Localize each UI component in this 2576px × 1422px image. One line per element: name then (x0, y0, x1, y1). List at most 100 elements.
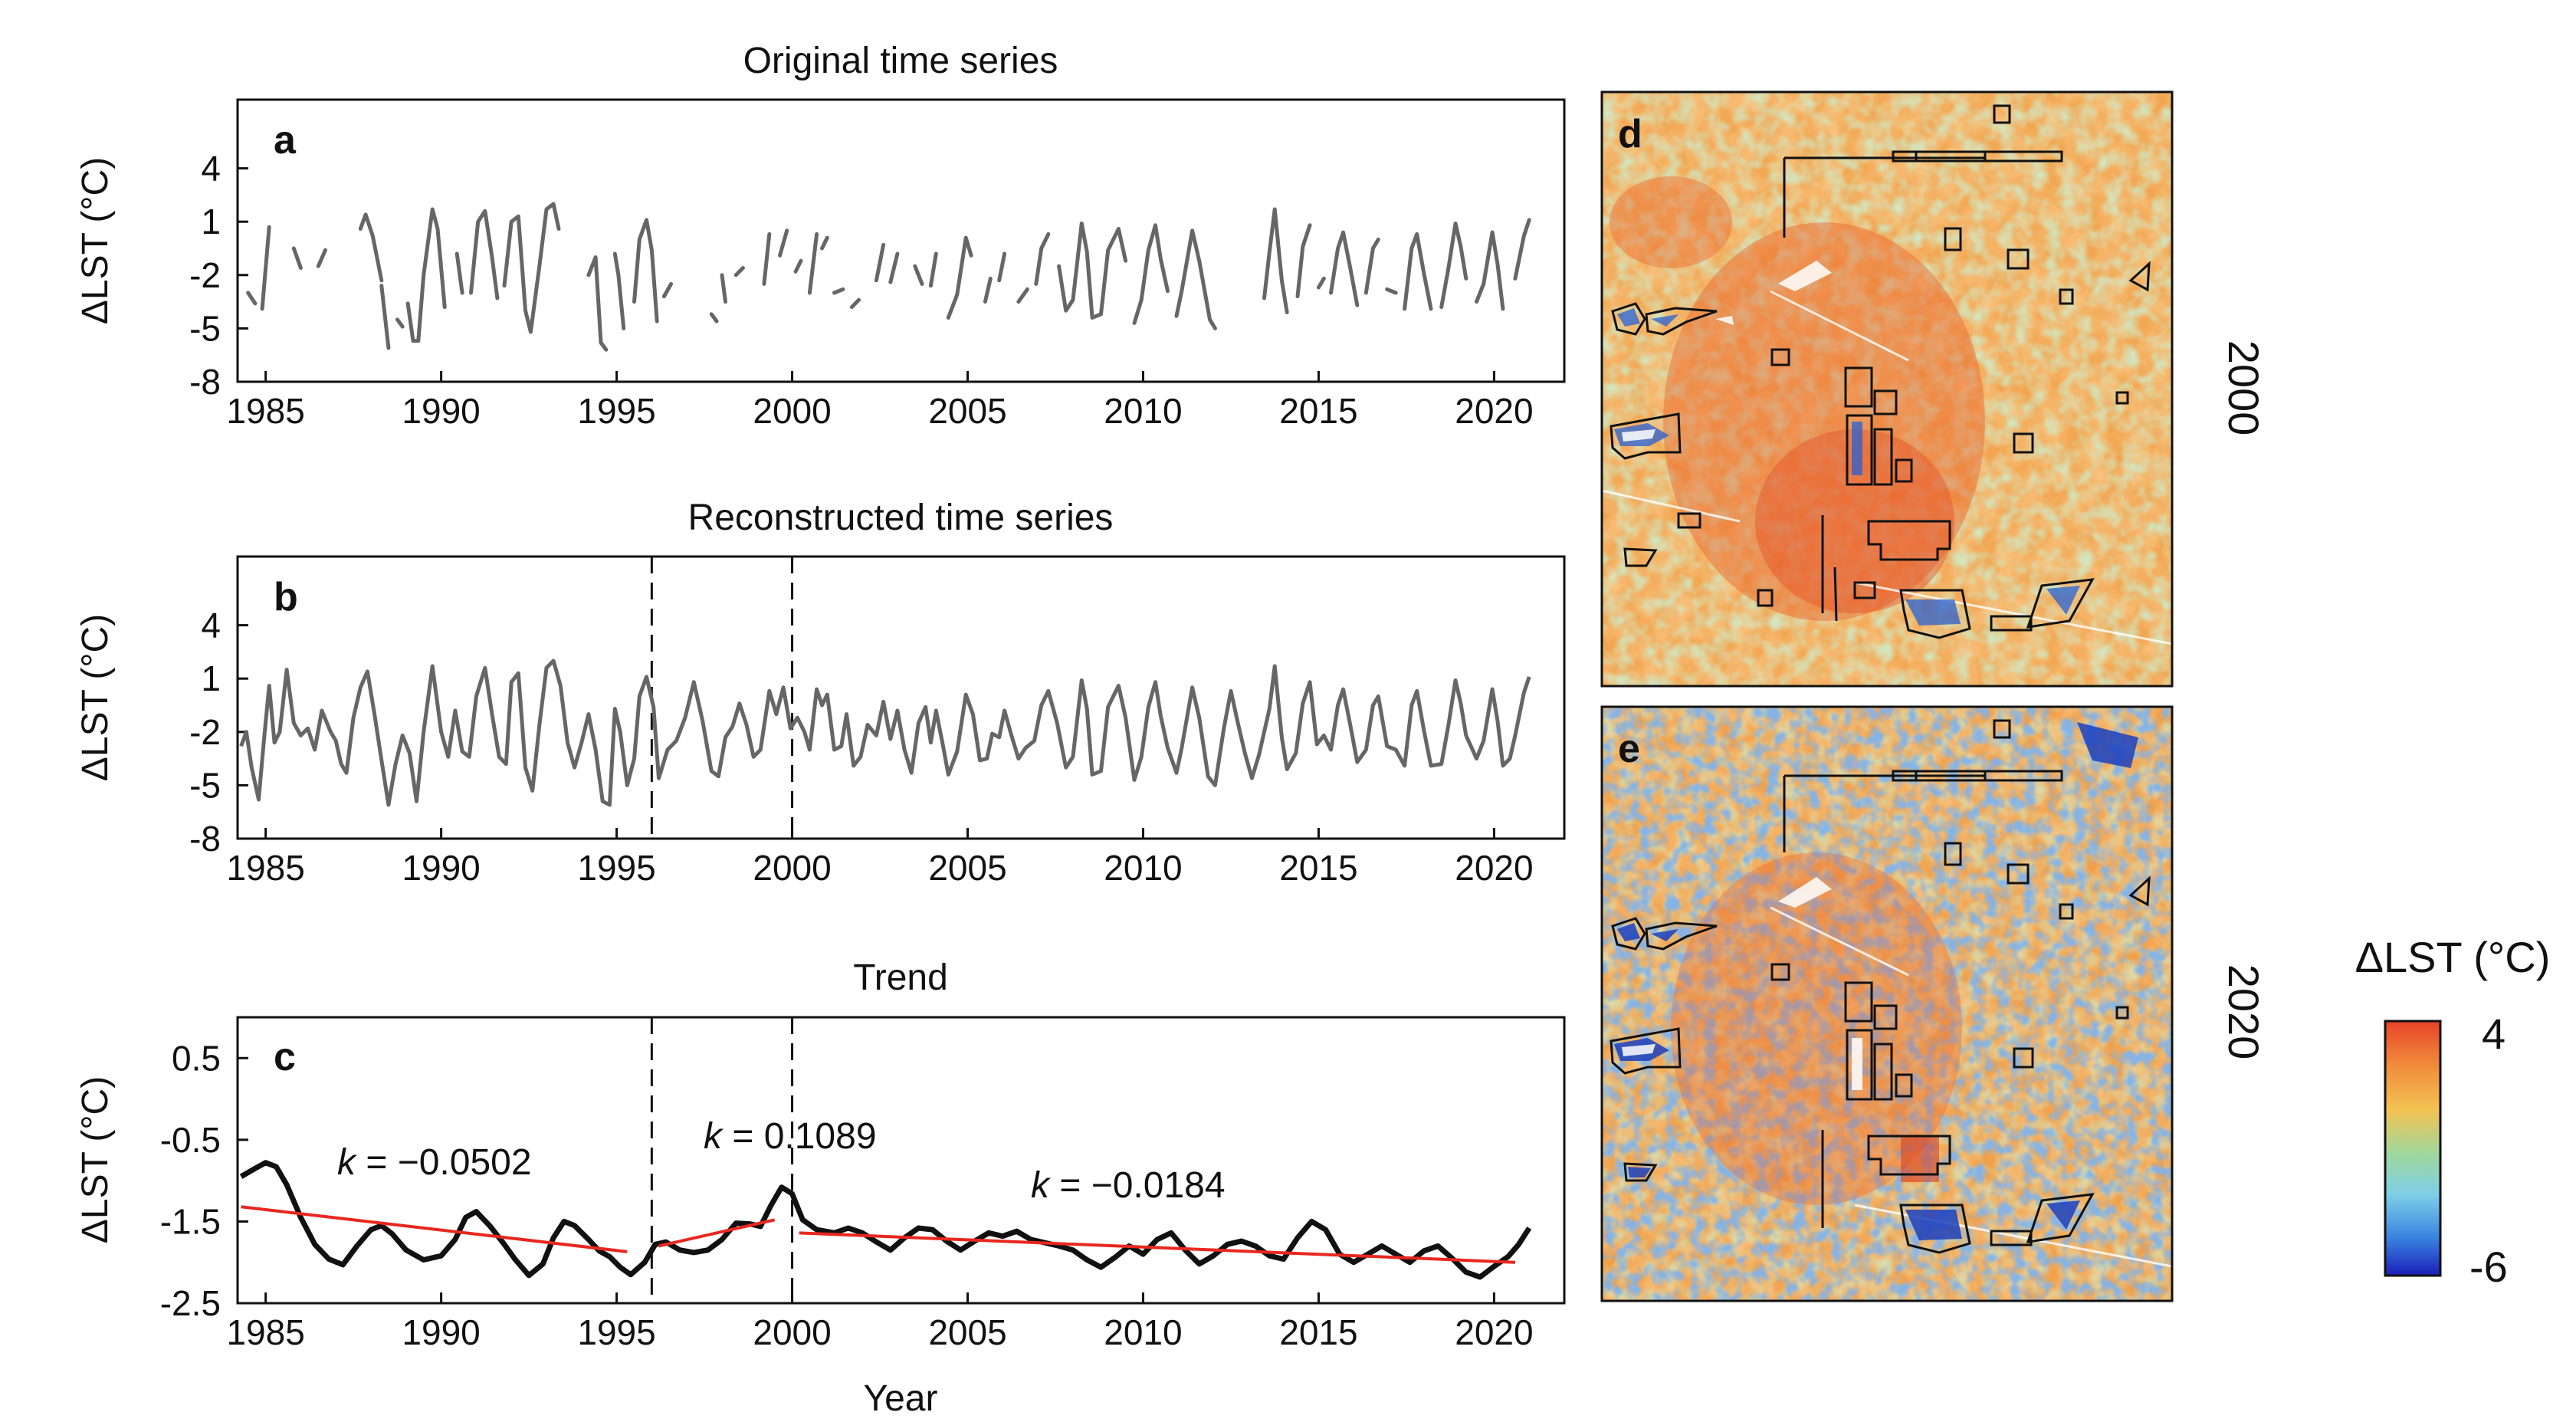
y-tick-label: -8 (189, 362, 221, 402)
x-tick-label: 2000 (753, 848, 831, 888)
x-tick-label: 1985 (226, 848, 304, 888)
y-tick-label: -2.5 (160, 1283, 221, 1323)
y-tick-label: -2 (189, 255, 221, 295)
map-d: d 2000 (1600, 90, 2268, 688)
series-segment (820, 235, 829, 251)
series-segment (1057, 222, 1128, 320)
series-segment (1174, 228, 1217, 330)
panel-b-frame (236, 555, 1566, 840)
x-tick-label: 2005 (928, 1312, 1006, 1352)
series-segment (888, 251, 900, 284)
x-tick-label: 1995 (577, 391, 655, 431)
series-segment (454, 251, 464, 295)
panel-b-letter: b (274, 575, 298, 619)
series-segment (928, 251, 938, 288)
y-tick-label: -5 (189, 765, 221, 805)
colorbar-title: ΔLST (°C) (2355, 933, 2551, 981)
series-segment (502, 202, 561, 334)
panel-a: Original time series a ΔLST (°C) 1985 199… (75, 41, 1566, 431)
series-segment (733, 266, 745, 278)
series-segment (1513, 218, 1531, 281)
map-e-road (1770, 906, 2172, 1268)
series-segment (405, 207, 447, 343)
map-e-frame (1600, 705, 2174, 1302)
x-tick-label: 1990 (402, 391, 480, 431)
x-tick-label: 1995 (577, 1312, 655, 1352)
panel-c-title: Trend (853, 957, 948, 998)
y-tick-label: -0.5 (160, 1120, 221, 1160)
map-e-year-label: 2020 (2220, 964, 2268, 1060)
panel-a-letter: a (274, 118, 297, 163)
series-segment (1016, 287, 1029, 304)
map-d-hot-west (1610, 176, 1732, 268)
colorbar-gradient (2384, 1020, 2442, 1277)
series-segment (778, 228, 789, 258)
colorbar: ΔLST (°C) 4 -6 (2355, 933, 2551, 1291)
series-segment (469, 209, 500, 300)
map-d-frame (1600, 90, 2174, 688)
x-tick-label: 2015 (1279, 848, 1357, 888)
series-segment (291, 246, 303, 270)
map-e: e 2020 (1600, 705, 2268, 1302)
series-segment (358, 212, 384, 283)
series-segment (762, 232, 772, 286)
x-tick-label: 2005 (928, 391, 1006, 431)
map-d-outlines (1610, 104, 2151, 639)
series-segment (793, 258, 803, 274)
series-segment (946, 235, 973, 320)
panel-b-axis-ticks: 1985 1990 1995 2000 2005 2010 2015 2020 4 1 -2 -5 -8 (189, 606, 1533, 888)
map-d-hot-spot (1755, 429, 1954, 613)
y-tick-label: -2 (189, 712, 221, 752)
x-tick-label: 1985 (226, 391, 304, 431)
map-e-hot-core (1671, 852, 1962, 1205)
x-tick-label: 2010 (1104, 1312, 1182, 1352)
panel-a-series (246, 202, 1531, 352)
panel-c-breakpoints (650, 1017, 794, 1303)
x-tick-label: 2015 (1279, 1312, 1357, 1352)
map-d-road (1602, 290, 2172, 645)
panel-c-letter: c (274, 1035, 296, 1079)
x-tick-label: 2005 (928, 848, 1006, 888)
colorbar-min-label: -6 (2469, 1243, 2508, 1291)
x-tick-label: 2000 (753, 1312, 831, 1352)
x-tick-label: 1990 (402, 848, 480, 888)
linear-trend-segment (799, 1231, 1515, 1264)
panel-c-series (239, 1160, 1532, 1280)
panel-a-ylabel: ΔLST (°C) (75, 157, 116, 324)
x-tick-label: 2020 (1455, 391, 1533, 431)
panel-a-frame (236, 98, 1566, 383)
panel-a-axis-ticks: 1985 1990 1995 2000 2005 2010 2015 2020 4 1 -2 -5 -8 (189, 149, 1533, 431)
series-segment (874, 242, 886, 283)
colorbar-max-label: 4 (2482, 1010, 2505, 1058)
slope-annotation-1: k = −0.0502 (337, 1142, 532, 1183)
series-segment (1385, 287, 1398, 295)
slope-annotation-3: k = −0.0184 (1031, 1165, 1226, 1206)
y-tick-label: 4 (201, 606, 221, 645)
panel-c-trend-lines (241, 1205, 1515, 1264)
panel-b-ylabel: ΔLST (°C) (75, 614, 116, 781)
series-segment (379, 284, 391, 350)
series-segment (661, 281, 674, 299)
y-tick-label: 0.5 (172, 1038, 221, 1078)
reconstructed-series-line (239, 658, 1531, 807)
y-tick-label: 1 (201, 658, 221, 698)
series-segment (1403, 232, 1433, 311)
series-segment (913, 264, 924, 286)
series-segment (246, 291, 258, 306)
series-segment (1439, 222, 1468, 310)
series-segment (395, 317, 405, 329)
series-segment (1295, 223, 1312, 299)
x-tick-label: 2010 (1104, 391, 1182, 431)
x-tick-label: 2000 (753, 391, 831, 431)
series-segment (316, 248, 327, 268)
series-segment (632, 218, 659, 323)
y-tick-label: 4 (201, 149, 221, 189)
x-tick-label: 2020 (1455, 848, 1533, 888)
panel-b-series (239, 658, 1531, 807)
series-segment (1034, 232, 1051, 286)
series-segment (832, 287, 845, 295)
x-tick-label: 1990 (402, 1312, 480, 1352)
panel-c-ylabel: ΔLST (°C) (75, 1076, 116, 1243)
series-segment (1132, 223, 1170, 325)
series-segment (849, 297, 861, 310)
